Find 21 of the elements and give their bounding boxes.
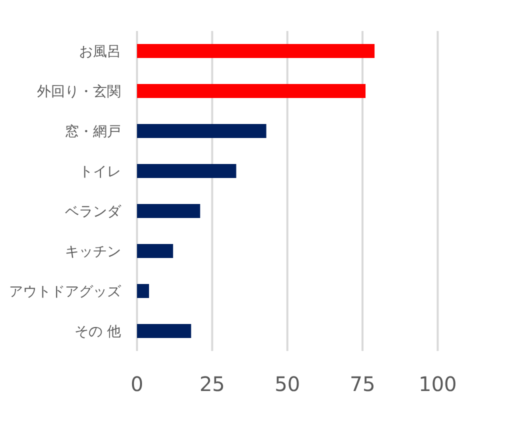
bar	[137, 204, 200, 218]
x-tick-label: 50	[274, 372, 300, 396]
y-tick-label: 外回り・玄関	[37, 84, 121, 100]
bar	[137, 324, 192, 338]
bar	[137, 164, 236, 178]
x-tick-label: 100	[418, 372, 457, 396]
y-tick-label: キッチン	[65, 244, 121, 260]
y-tick-label: お風呂	[79, 44, 121, 60]
bar	[137, 244, 174, 258]
y-tick-label: アウトドアグッズ	[9, 284, 122, 300]
x-tick-label: 0	[130, 372, 144, 396]
y-tick-label: トイレ	[79, 164, 121, 180]
bar	[137, 124, 266, 138]
y-tick-label: ベランダ	[65, 204, 122, 220]
bar	[137, 284, 150, 298]
x-tick-label: 75	[350, 372, 376, 396]
y-tick-label: 窓・網戸	[65, 124, 121, 140]
y-tick-label: その 他	[74, 324, 121, 340]
bar	[137, 44, 375, 58]
bar	[137, 84, 366, 98]
x-tick-label: 25	[199, 372, 225, 396]
